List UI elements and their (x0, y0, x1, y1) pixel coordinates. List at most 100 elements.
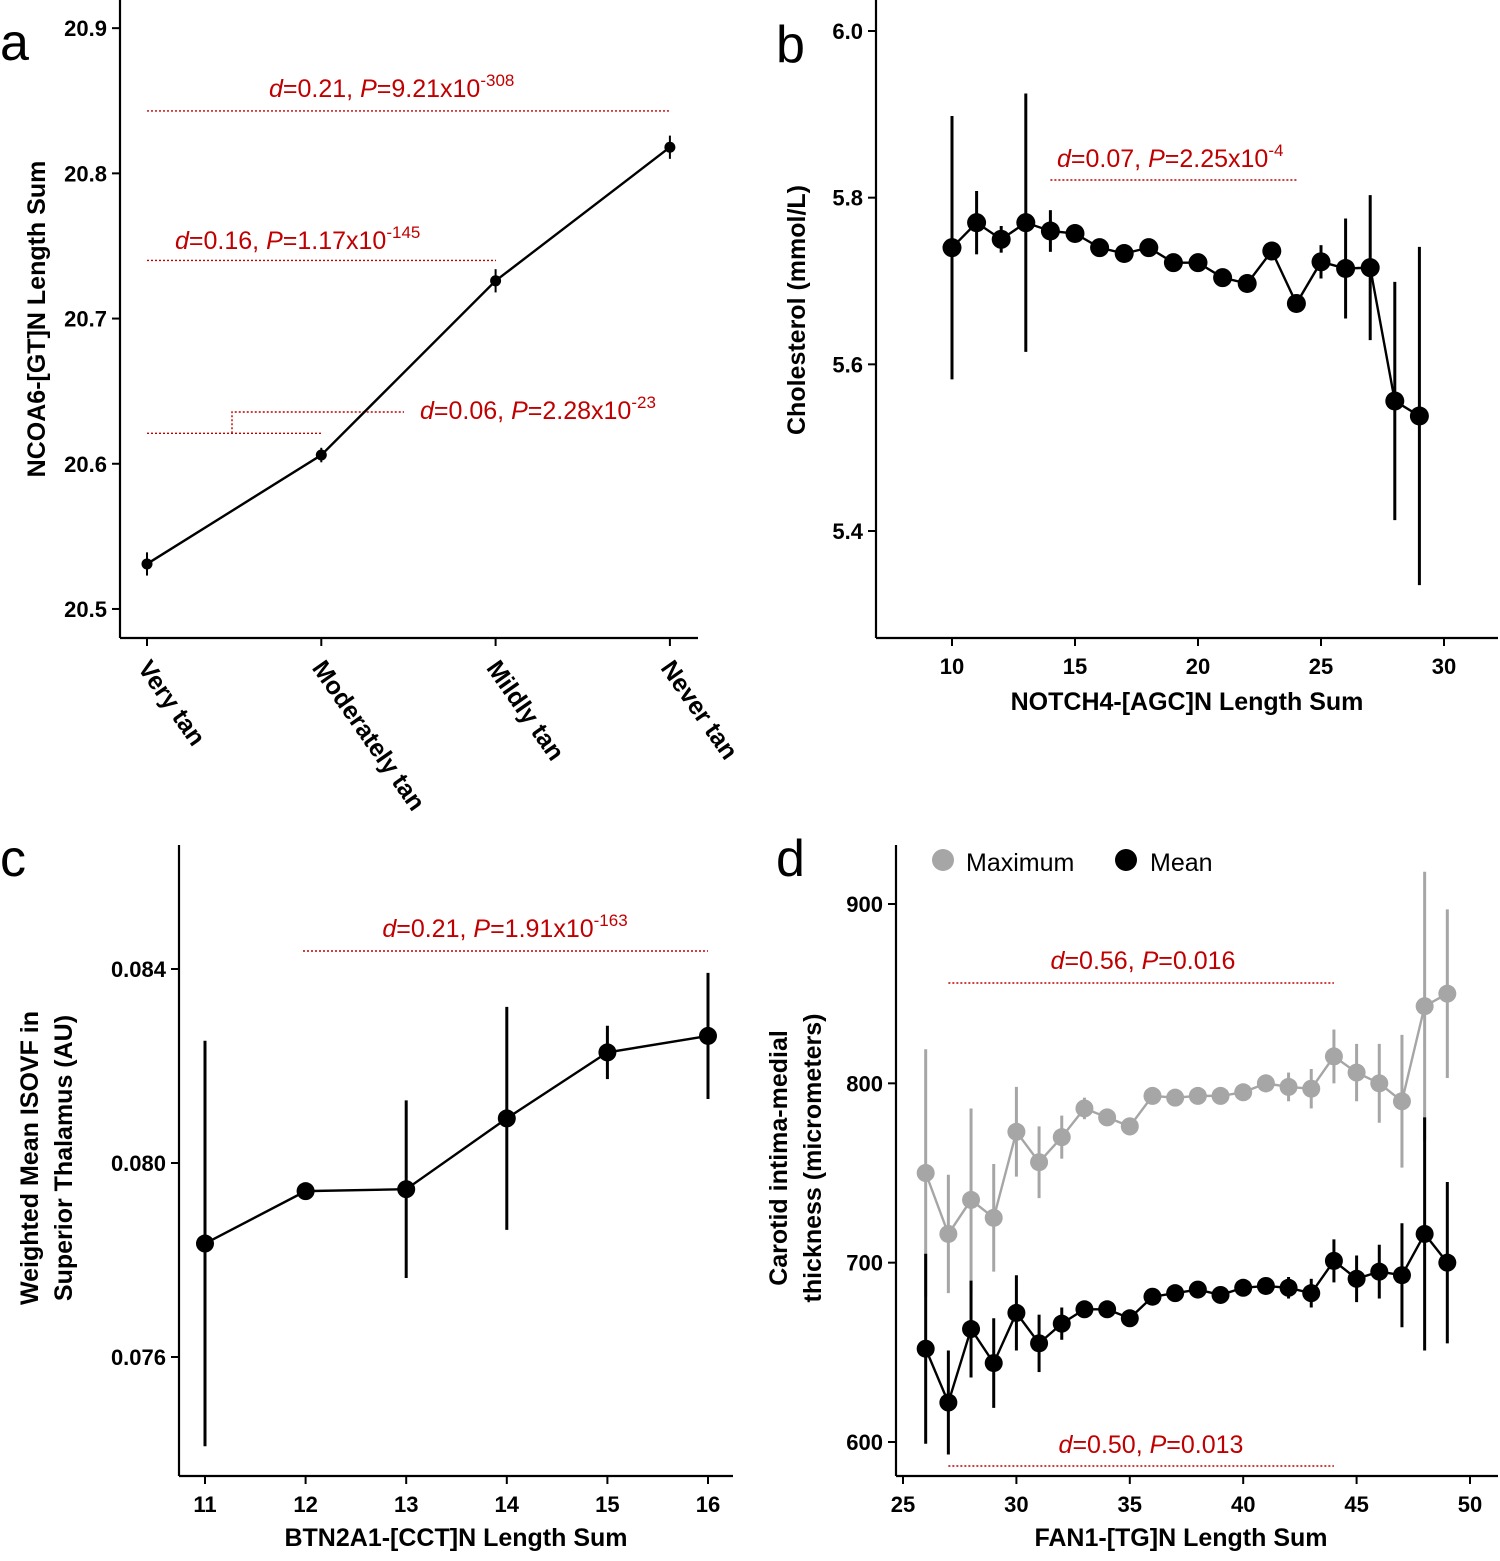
maximum-series-point (1370, 1074, 1389, 1093)
y-tick-label: 0.084 (111, 957, 167, 982)
maximum-series-point (1188, 1086, 1207, 1105)
annotation-d-value: =0.07, (1071, 145, 1148, 173)
mean-point (1360, 258, 1380, 278)
mean-point (1336, 259, 1356, 278)
panel-letter-b: b (776, 16, 805, 74)
mean-point (664, 141, 676, 153)
mean-point (315, 449, 327, 461)
y-axis-title: NCOA6-[GT]N Length Sum (23, 161, 51, 478)
x-tick-label: 15 (1063, 654, 1087, 679)
panel-b: b 5.4 5.6 5.8 6.0 10 15 20 25 30 NOTCH4-[AGC]N Len… (776, 0, 1498, 716)
x-tick-label: 12 (293, 1492, 317, 1517)
mean-series-point (1211, 1285, 1230, 1304)
mean-point (1065, 224, 1085, 243)
maximum-series-point (1256, 1074, 1275, 1093)
annotation-d-value: =0.06, (434, 397, 511, 425)
maximum-series-line (924, 992, 1448, 1237)
maximum-series-point (1279, 1077, 1298, 1096)
maximum-series-point (1052, 1128, 1071, 1147)
annotation-d-symbol: d (175, 227, 190, 255)
annotation-d-value: =0.56, (1064, 947, 1141, 975)
mean-point (1040, 221, 1060, 241)
x-axis-title: BTN2A1-[CCT]N Length Sum (284, 1524, 627, 1552)
x-category-label: Never tan (655, 655, 743, 764)
annotation-label: d=0.21, P=1.91x10-163 (382, 911, 627, 943)
annotation-p-value: =0.016 (1158, 947, 1235, 975)
legend-maximum-marker (932, 849, 954, 871)
y-axis-title: Cholesterol (mmol/L) (783, 185, 811, 435)
annotation-p-base: =2.25x10 (1165, 145, 1269, 173)
x-tick-label: 30 (1004, 1492, 1028, 1517)
maximum-series-point (1120, 1117, 1139, 1136)
mean-line (951, 221, 1421, 418)
annotation-label: d=0.16, P=1.17x10-145 (175, 223, 420, 255)
y-tick-label: 5.4 (832, 519, 863, 544)
annotation-d-symbol: d (1051, 947, 1066, 975)
maximum-series-point (1392, 1092, 1411, 1111)
panel-letter-a: a (0, 14, 29, 72)
mean-series-point (1234, 1278, 1253, 1297)
panel-a: a 20.5 20.6 20.7 20.8 20.9 Very tan Moderately … (0, 0, 743, 816)
mean-point (1114, 244, 1134, 263)
x-tick-label: 11 (193, 1492, 216, 1517)
x-tick-label: 10 (940, 654, 964, 679)
mean-series-point (1007, 1303, 1026, 1322)
x-tick-label: 50 (1458, 1492, 1482, 1517)
annotation-p-base: =1.91x10 (490, 915, 594, 943)
annotation-d-symbol: d (420, 397, 435, 425)
annotation-d-value: =0.21, (396, 915, 473, 943)
x-category-label: Mildly tan (481, 655, 570, 766)
mean-series-point (1392, 1266, 1411, 1285)
mean-series-point (1438, 1253, 1457, 1272)
mean-point (497, 1109, 516, 1128)
maximum-series-point (1075, 1099, 1094, 1118)
mean-point (1139, 238, 1159, 258)
y-tick-label: 900 (846, 892, 883, 917)
mean-series-point (1098, 1300, 1117, 1319)
mean-point (1213, 268, 1233, 288)
mean-point (598, 1043, 617, 1062)
x-category-label: Moderately tan (306, 655, 430, 816)
mean-point (699, 1026, 717, 1045)
x-axis-title: FAN1-[TG]N Length Sum (1034, 1524, 1327, 1552)
x-tick-label: 16 (696, 1492, 720, 1517)
maximum-series-point (1347, 1063, 1366, 1082)
annotation-p-symbol: P (360, 75, 377, 103)
mean-point (942, 238, 962, 258)
mean-point (1188, 253, 1208, 273)
mean-point (1385, 391, 1405, 411)
annotation-d-value: =0.16, (189, 227, 266, 255)
y-axis-title-line: Carotid intima-medial (765, 1030, 793, 1286)
mean-series-point (939, 1393, 958, 1412)
annotation-d-symbol: d (1059, 1431, 1074, 1459)
y-tick-label: 20.5 (64, 597, 107, 622)
mean-series-point (1415, 1224, 1434, 1243)
annotation-d-symbol: d (269, 75, 284, 103)
mean-point (196, 1234, 214, 1253)
mean-point (490, 275, 502, 287)
maximum-series-point (939, 1224, 958, 1243)
maximum-series-point (1234, 1083, 1253, 1102)
x-tick-label: 30 (1432, 654, 1456, 679)
x-category-label: Very tan (132, 655, 211, 751)
mean-series-point (1256, 1276, 1275, 1295)
y-axis-title-line: Superior Thalamus (AU) (50, 1015, 78, 1301)
annotation-leader (231, 411, 404, 434)
mean-series-point (1188, 1280, 1207, 1299)
y-tick-label: 800 (846, 1071, 883, 1096)
mean-series-point (1166, 1284, 1185, 1303)
maximum-series-point (1324, 1047, 1343, 1066)
x-tick-label: 25 (1309, 654, 1333, 679)
y-tick-label: 20.9 (64, 16, 107, 41)
annotation-p-symbol: P (511, 397, 528, 425)
y-tick-label: 20.8 (64, 161, 107, 186)
mean-point (397, 1180, 416, 1199)
x-tick-label: 14 (495, 1492, 520, 1517)
mean-series-point (916, 1339, 935, 1358)
mean-series-point (1302, 1284, 1321, 1303)
y-tick-label: 700 (846, 1251, 883, 1276)
mean-series-point (1370, 1262, 1389, 1281)
mean-point (967, 213, 987, 233)
y-axis-title-line: thickness (micrometers) (799, 1013, 827, 1302)
annotation-p-exponent: -163 (594, 911, 628, 930)
